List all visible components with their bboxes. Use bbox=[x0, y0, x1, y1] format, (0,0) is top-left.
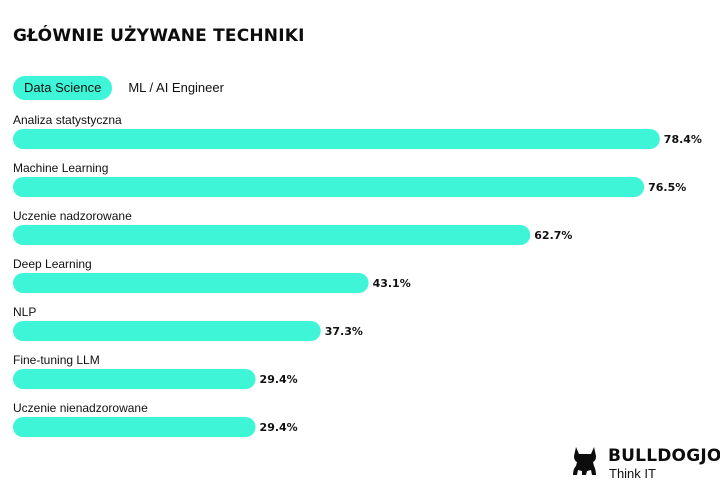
value-label-nlp: 37.3% bbox=[325, 325, 363, 338]
value-label-uczenie-nienadzorowane: 29.4% bbox=[260, 421, 298, 434]
bar-nlp bbox=[13, 321, 321, 341]
bar-analiza-statystyczna bbox=[13, 129, 660, 149]
bar-uczenie-nadzorowane bbox=[13, 225, 531, 245]
value-label-fine-tuning-llm: 29.4% bbox=[260, 373, 298, 386]
tab-ml-ai-engineer[interactable]: ML / AI Engineer bbox=[128, 80, 224, 95]
value-label-analiza-statystyczna: 78.4% bbox=[664, 133, 702, 146]
category-label-machine-learning: Machine Learning bbox=[13, 161, 108, 175]
tab-data-science[interactable]: Data Science bbox=[13, 76, 113, 100]
category-label-nlp: NLP bbox=[13, 305, 36, 319]
bar-fine-tuning-llm bbox=[13, 369, 256, 389]
value-label-machine-learning: 76.5% bbox=[648, 181, 686, 194]
bulldogjob-logo: BULLDOGJOB Think IT bbox=[568, 444, 720, 484]
bulldog-icon bbox=[573, 447, 596, 475]
category-label-uczenie-nienadzorowane: Uczenie nienadzorowane bbox=[13, 401, 148, 415]
page-title: GŁÓWNIE UŻYWANE TECHNIKI bbox=[13, 26, 305, 46]
value-label-uczenie-nadzorowane: 62.7% bbox=[534, 229, 572, 242]
bar-uczenie-nienadzorowane bbox=[13, 417, 256, 437]
bar-machine-learning bbox=[13, 177, 645, 197]
category-label-deep-learning: Deep Learning bbox=[13, 257, 92, 271]
bar-deep-learning bbox=[13, 273, 369, 293]
category-label-fine-tuning-llm: Fine-tuning LLM bbox=[13, 353, 100, 367]
logo-name: BULLDOGJOB bbox=[608, 446, 720, 466]
logo-tagline: Think IT bbox=[609, 466, 656, 481]
category-label-uczenie-nadzorowane: Uczenie nadzorowane bbox=[13, 209, 132, 223]
category-label-analiza-statystyczna: Analiza statystyczna bbox=[13, 113, 122, 127]
value-label-deep-learning: 43.1% bbox=[373, 277, 411, 290]
category-tabs: Data Science ML / AI Engineer bbox=[13, 76, 235, 100]
